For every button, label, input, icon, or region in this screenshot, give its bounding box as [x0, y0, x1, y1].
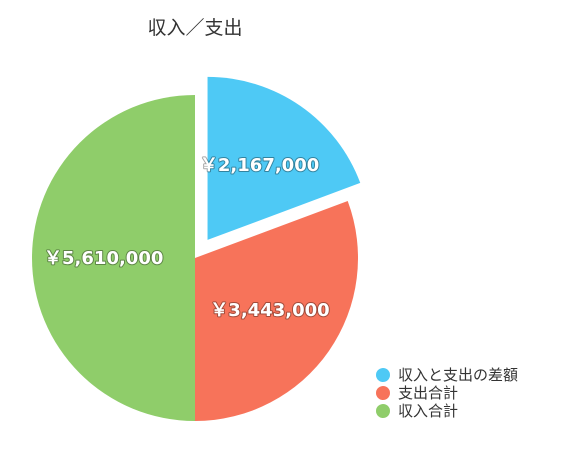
pie-slice-label-3: ￥5,610,000: [44, 248, 163, 269]
pie-slices: [32, 76, 361, 421]
legend-swatch-2: [376, 386, 390, 400]
pie-slice-labels: ￥2,167,000 ￥3,443,000 ￥5,610,000: [43, 154, 331, 322]
pie-slice-2: [195, 200, 358, 421]
pie-slice-label-2: ￥3,443,000: [210, 300, 329, 321]
legend-label-1: 収入と支出の差額: [398, 366, 518, 384]
pie-slice-label-1: ￥2,167,000: [200, 155, 319, 176]
legend-swatch-3: [376, 404, 390, 418]
pie-slice-1: [207, 76, 361, 240]
pie-slice-3: [32, 95, 195, 421]
legend-swatch-1: [376, 368, 390, 382]
legend-label-2: 支出合計: [398, 384, 458, 402]
chart-title: 収入／支出: [147, 17, 242, 39]
legend-label-3: 収入合計: [398, 402, 458, 420]
